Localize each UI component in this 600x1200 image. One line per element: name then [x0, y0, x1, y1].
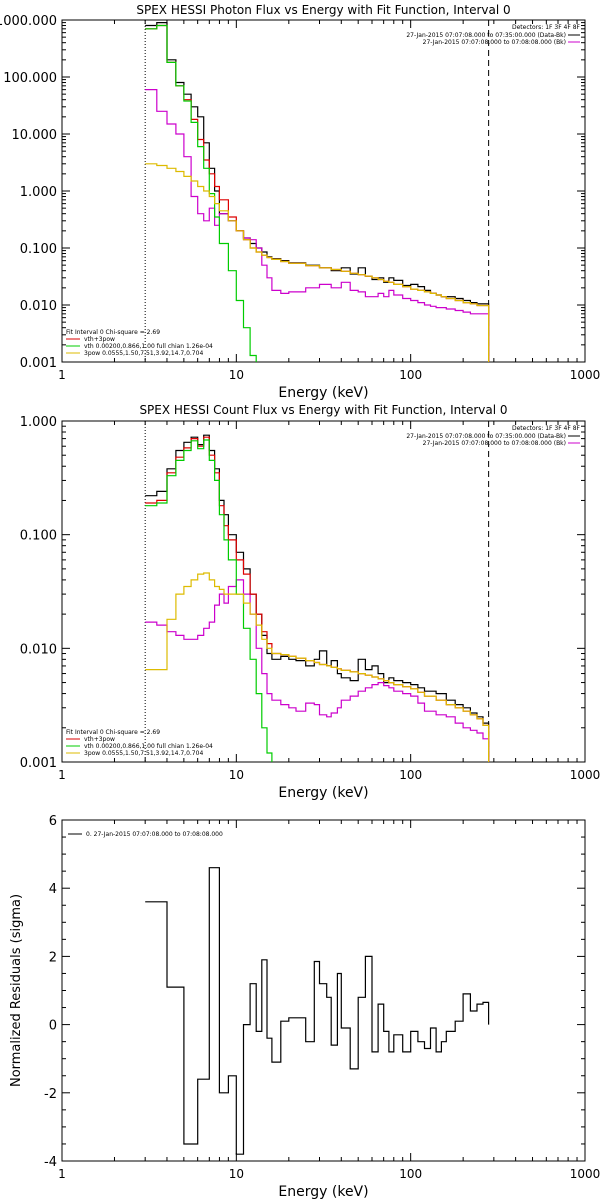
y-tick-label: 0.010: [20, 299, 57, 314]
legend-top-left: 0. 27-Jan-2015 07:07:08.000 to 07:08:08.…: [68, 831, 223, 838]
legend-entry: vth+3pow: [84, 736, 115, 743]
y-tick-label: 0.001: [20, 756, 57, 771]
legend-entry: 3pow 0.0555,1.50,7.51,3.92,14.7,0.704: [84, 750, 203, 757]
x-axis-label: Energy (keV): [278, 1184, 368, 1200]
y-tick-label: 6: [49, 814, 57, 829]
y-tick-label: 0.001: [20, 356, 57, 371]
y-tick-label: 0: [49, 1019, 57, 1034]
y-tick-label: 100.000: [3, 71, 57, 86]
series-line-0-27-jan-2015-07-07-08-000-to-07-08-08-000: [145, 867, 490, 1155]
series-line-vth: [145, 439, 282, 762]
legend-entry: 3pow 0.0555,1.50,7.51,3.92,14.7,0.704: [84, 350, 203, 357]
legend-entry: 27-Jan-2015 07:07:08.000 to 07:35:00.000…: [406, 32, 566, 39]
y-tick-label: 2: [49, 950, 57, 965]
x-tick-label: 1: [58, 768, 66, 782]
x-tick-label: 100: [399, 368, 422, 382]
series-line-3pow: [145, 163, 490, 362]
chart-title: SPEX HESSI Photon Flux vs Energy with Fi…: [136, 3, 510, 17]
y-tick-label: -2: [44, 1087, 57, 1102]
y-tick-label: 0.010: [20, 642, 57, 657]
panels: SPEX HESSI Photon Flux vs Energy with Fi…: [0, 3, 600, 1200]
legend-entry: 0. 27-Jan-2015 07:07:08.000 to 07:08:08.…: [86, 831, 223, 838]
x-axis-label: Energy (keV): [278, 785, 368, 801]
x-tick-label: 10: [229, 1167, 244, 1181]
series-line-data-bk: [145, 434, 490, 762]
x-tick-label: 1000: [570, 1167, 600, 1181]
plot-frame: [61, 420, 586, 763]
y-tick-label: 1000.000: [0, 14, 57, 29]
x-tick-label: 10: [229, 368, 244, 382]
x-axis-label: Energy (keV): [278, 385, 368, 401]
legend-entry: 27-Jan-2015 07:07:08.000 to 07:08:08.000…: [423, 39, 566, 46]
legend-entry: 27-Jan-2015 07:07:08.000 to 07:35:00.000…: [406, 433, 566, 440]
legend-bottom-left: Fit Interval 0 Chi-square = 2.69vth+3pow…: [66, 729, 213, 757]
legend-header: Fit Interval 0 Chi-square = 2.69: [66, 329, 160, 336]
legend-entry: vth+3pow: [84, 336, 115, 343]
y-tick-label: -4: [44, 1155, 57, 1170]
series-line-bk: [145, 579, 490, 762]
x-tick-label: 10: [229, 768, 244, 782]
legend-entry: 27-Jan-2015 07:07:08.000 to 07:08:08.000…: [423, 440, 566, 447]
chart-panel-1: SPEX HESSI Count Flux vs Energy with Fit…: [20, 403, 600, 801]
legend-entry: vth 0.00200,0.866,1.00 full chian 1.26e-…: [84, 743, 213, 750]
series-group: [145, 867, 490, 1155]
series-line-bk: [145, 89, 490, 362]
y-tick-label: 0.100: [20, 529, 57, 544]
y-tick-label: 1.000: [20, 415, 57, 430]
y-tick-label: 10.000: [12, 128, 58, 143]
x-tick-label: 100: [399, 768, 422, 782]
series-group: [145, 434, 490, 762]
series-line-vth: [145, 24, 268, 362]
x-tick-label: 1: [58, 1167, 66, 1181]
y-axis-label: Normalized Residuals (sigma): [9, 894, 24, 1087]
x-tick-label: 1000: [570, 368, 600, 382]
legend-header: Detectors: 1F 3F 4F 8F: [512, 24, 581, 31]
y-tick-label: 0.100: [20, 242, 57, 257]
legend-header: Fit Interval 0 Chi-square = 2.69: [66, 729, 160, 736]
y-tick-label: 1.000: [20, 185, 57, 200]
chart-title: SPEX HESSI Count Flux vs Energy with Fit…: [139, 403, 507, 417]
x-tick-label: 100: [399, 1167, 422, 1181]
x-tick-label: 1000: [570, 768, 600, 782]
legend-entry: vth 0.00200,0.866,1.00 full chian 1.26e-…: [84, 343, 213, 350]
y-tick-label: 4: [49, 882, 57, 897]
legend-header: Detectors: 1F 3F 4F 8F: [512, 425, 581, 432]
legend-bottom-left: Fit Interval 0 Chi-square = 2.69vth+3pow…: [66, 329, 213, 357]
chart-panel-2: 1 10 100 1000 -4 -2 0 2 4 6 Energy (keV) Normalized…: [9, 814, 600, 1200]
chart-panel-0: SPEX HESSI Photon Flux vs Energy with Fi…: [0, 3, 600, 401]
series-group: [145, 22, 490, 362]
x-tick-label: 1: [58, 368, 66, 382]
series-line-3pow: [145, 572, 490, 762]
